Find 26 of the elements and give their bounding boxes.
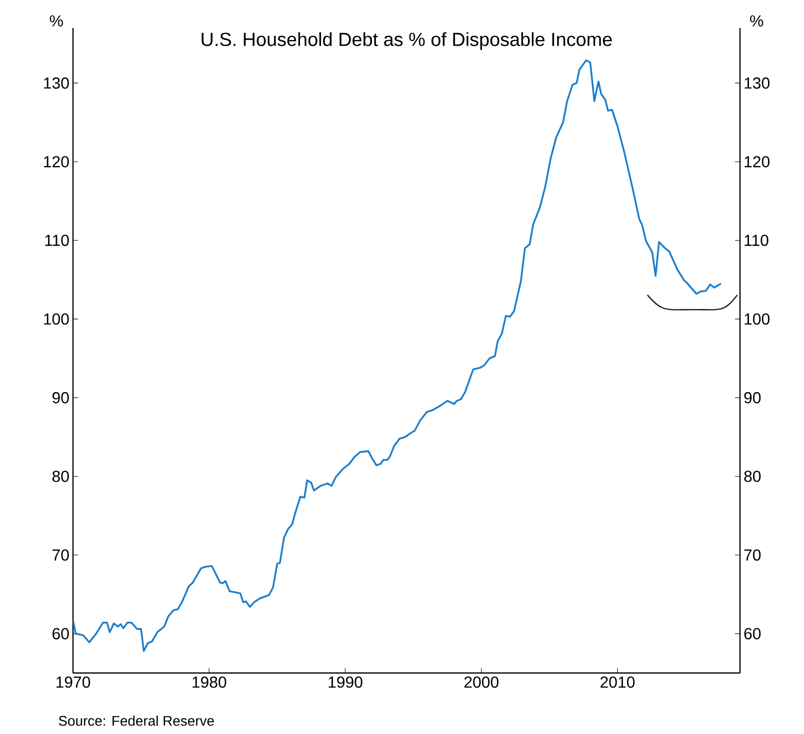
x-tick-label: 1980 bbox=[192, 676, 226, 688]
y2-tick-label: 70 bbox=[744, 549, 761, 561]
y-axis-title: % bbox=[50, 15, 63, 26]
x-tick-label: 1970 bbox=[56, 676, 90, 688]
line-series bbox=[73, 59, 722, 652]
y-tick-label: 60 bbox=[52, 628, 69, 640]
y2-axis-title: % bbox=[750, 15, 764, 26]
y-tick-label: 130 bbox=[44, 77, 69, 89]
chart-title: U.S. Household Debt as % of Disposable Income bbox=[202, 32, 612, 50]
source-note: Source: Federal Reserve bbox=[58, 716, 214, 726]
y2-tick-label: 80 bbox=[744, 470, 761, 482]
y-tick-label: 90 bbox=[52, 392, 69, 404]
y-tick-label: 100 bbox=[44, 313, 69, 325]
y-tick-label: 120 bbox=[44, 156, 69, 168]
y2-tick-label: 60 bbox=[744, 628, 761, 640]
y2-tick-label: 100 bbox=[744, 313, 770, 325]
y2-tick-label: 120 bbox=[744, 156, 770, 168]
y-tick-label: 70 bbox=[52, 549, 69, 561]
x-tick-label: 2010 bbox=[600, 676, 635, 688]
y-tick-label: 110 bbox=[45, 234, 69, 246]
y-tick-label: 80 bbox=[52, 470, 69, 482]
y2-tick-label: 130 bbox=[744, 77, 770, 89]
y2-tick-label: 90 bbox=[744, 392, 761, 404]
x-tick-label: 2000 bbox=[464, 676, 498, 688]
x-tick-label: 1990 bbox=[328, 676, 362, 688]
y2-tick-label: 110 bbox=[744, 234, 768, 246]
